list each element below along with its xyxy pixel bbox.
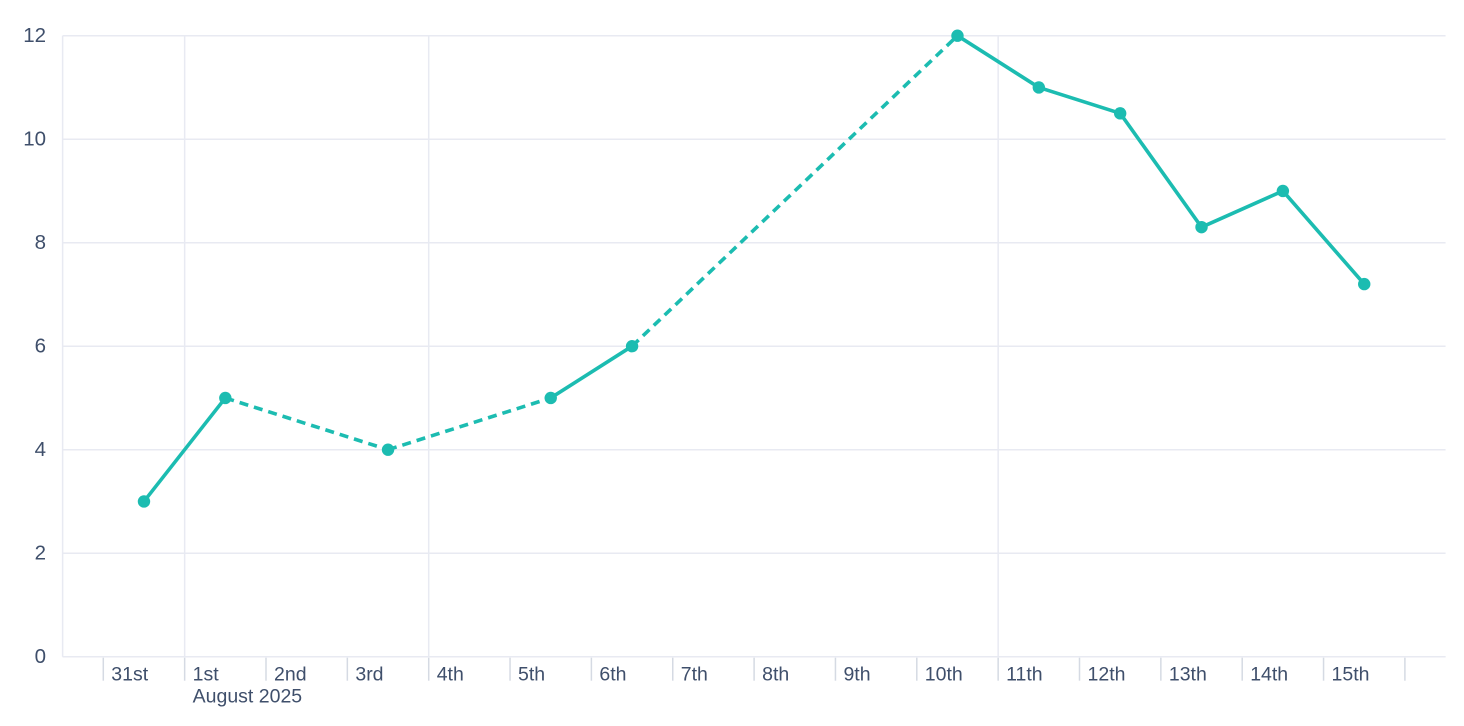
series-segment-solid (1281, 189, 1367, 286)
x-axis-label: 2nd (274, 664, 307, 686)
x-axis-label: 1st (193, 664, 220, 686)
y-axis-label: 12 (23, 24, 46, 47)
data-point-marker[interactable]: 13th: 8.3 (1195, 220, 1208, 234)
series-segment-dashed (387, 396, 552, 452)
series-segment-solid (955, 33, 1041, 90)
series-segment-solid (1037, 85, 1122, 116)
x-axis-label: 5th (518, 664, 545, 686)
series-segment-solid (142, 396, 228, 504)
series-segment-dashed (224, 396, 389, 452)
x-axis-label: 12th (1088, 664, 1126, 686)
x-axis-label: 7th (681, 664, 708, 686)
data-point-marker[interactable]: 10th: 12 (951, 29, 964, 42)
data-point-marker[interactable]: 5th: 5 (544, 391, 557, 405)
data-point-marker[interactable]: 12th: 10.5 (1113, 107, 1127, 120)
data-point-marker[interactable]: 15th: 7.2 (1358, 277, 1371, 291)
x-axis-label: 11th (1006, 664, 1043, 686)
series: 31st: 3 1st: 5 3rd: 4 5th: 5 6th: 6 10th: 12 1… (137, 29, 1371, 508)
x-axis-label: 15th (1332, 664, 1370, 686)
axes (61, 35, 1446, 681)
data-point-marker[interactable]: 11th: 11 (1032, 81, 1046, 94)
y-axis-label: 10 (23, 128, 46, 151)
gridlines (62, 34, 1446, 658)
x-axis-label: 6th (599, 664, 626, 686)
series-segment-solid (1199, 189, 1285, 229)
x-axis-label: 4th (437, 664, 464, 686)
x-axis-label: 31st (111, 664, 148, 686)
data-point-marker[interactable]: 3rd: 4 (381, 443, 395, 456)
y-axis-label: 8 (35, 231, 46, 254)
y-axis-label: 4 (35, 438, 46, 461)
series-segment-solid (1118, 111, 1204, 229)
x-axis-label: 3rd (355, 664, 383, 686)
axis-labels: 0 2 4 6 8 10 12 31st 1st 2nd 3rd 4th 5th 6th 7th 8th 9th… (23, 24, 1369, 708)
y-axis-label: 2 (35, 542, 46, 565)
data-point-marker[interactable]: 1st: 5 (219, 391, 232, 405)
x-axis-label: 8th (762, 664, 789, 686)
x-axis-label: 14th (1250, 664, 1288, 686)
x-axis-label: 13th (1169, 664, 1207, 686)
x-axis-label: 10th (925, 664, 963, 686)
data-point-marker[interactable]: 6th: 6 (625, 340, 639, 353)
x-axis-month-label: August 2025 (193, 686, 303, 708)
data-point-marker[interactable]: 31st: 3 (137, 495, 151, 508)
data-point-marker[interactable]: 14th: 9 (1276, 184, 1290, 198)
x-axis-label: 9th (843, 664, 870, 686)
series-segment-dashed (630, 34, 959, 348)
y-axis-label: 6 (35, 335, 46, 358)
y-axis-label: 0 (35, 645, 46, 668)
series-segment-solid (548, 344, 634, 400)
